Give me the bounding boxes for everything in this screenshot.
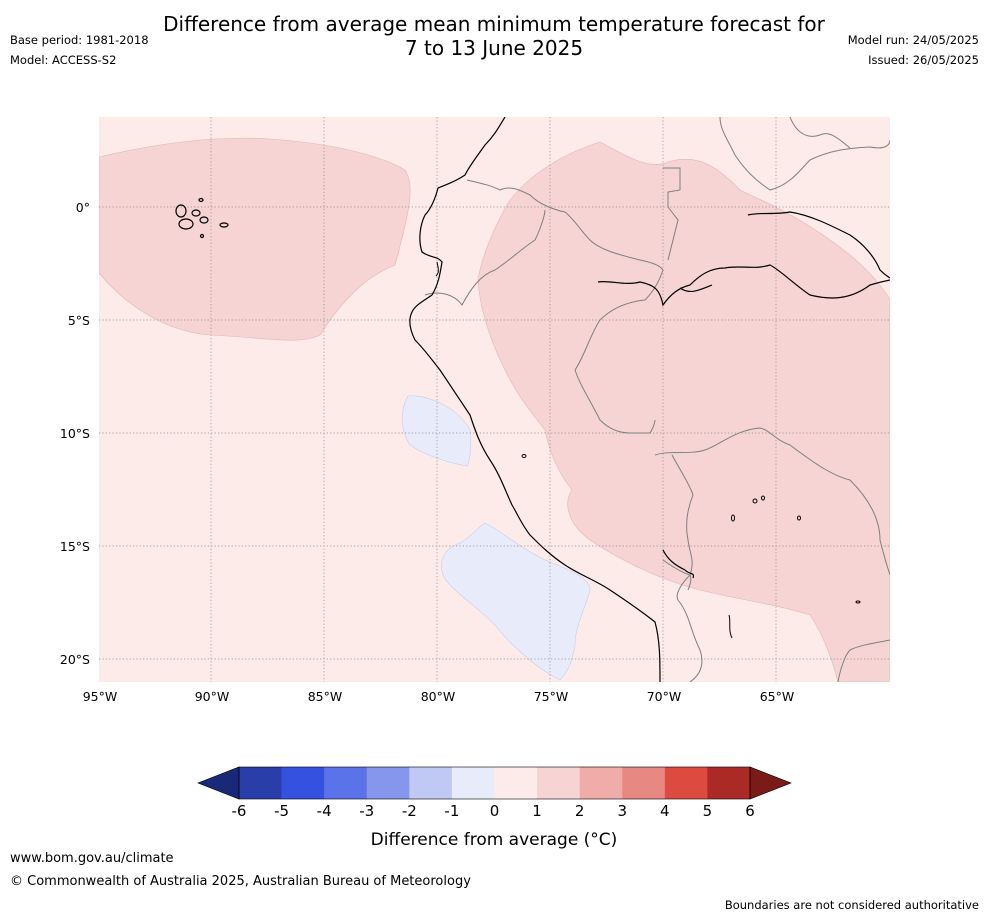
lat-labels: 0° 5°S 10°S 15°S 20°S	[60, 200, 90, 667]
colorbar-label: Difference from average (°C)	[371, 830, 618, 850]
colorbar-segment	[451, 767, 495, 799]
colorbar-tick-label: 1	[532, 802, 542, 820]
lon-label: 70°W	[647, 689, 682, 704]
small-lakes	[435, 261, 861, 639]
galapagos-islands	[175, 197, 229, 239]
colorbar-tick-label: -4	[317, 802, 332, 820]
colorbar-tick-label: -3	[359, 802, 374, 820]
lon-label: 75°W	[534, 689, 569, 704]
meta-left: Base period: 1981-2018 Model: ACCESS-S2	[10, 30, 149, 70]
colorbar-tick-label: 5	[703, 802, 713, 820]
lon-labels: 95°W 90°W 85°W 80°W 75°W 70°W 65°W	[83, 689, 795, 704]
colorbar-over-arrow	[749, 766, 792, 800]
colorbar-tick-label: 0	[490, 802, 500, 820]
colorbar-segment	[409, 767, 453, 799]
colorbar-segment	[664, 767, 708, 799]
title-line-1: Difference from average mean minimum tem…	[163, 12, 825, 36]
colorbar-tick-label: -6	[232, 802, 247, 820]
model-run: Model run: 24/05/2025	[847, 33, 979, 47]
lon-label: 85°W	[308, 689, 343, 704]
colorbar-segment	[281, 767, 325, 799]
colorbar-segment	[707, 767, 751, 799]
lat-label: 5°S	[68, 313, 90, 328]
colorbar-tick-label: -5	[274, 802, 289, 820]
colorbar-segment	[622, 767, 666, 799]
chart-title: Difference from average mean minimum tem…	[0, 12, 988, 60]
graticule	[99, 117, 890, 682]
anomaly-region-pacific	[99, 137, 411, 341]
colorbar-tick-label: 6	[745, 802, 755, 820]
coastlines	[409, 117, 890, 682]
boundaries-disclaimer: Boundaries are not considered authoritat…	[724, 898, 979, 912]
colorbar-segment	[324, 767, 368, 799]
colorbar-segment	[537, 767, 580, 799]
colorbar-tick-label: -2	[402, 802, 417, 820]
colorbar-tick-label: -1	[444, 802, 459, 820]
lon-label: 90°W	[195, 689, 230, 704]
model-name: Model: ACCESS-S2	[10, 53, 117, 67]
colorbar-tick-labels: -6 -5 -4 -3 -2 -1 0 1 2 3 4 5 6	[232, 802, 755, 820]
lat-label: 15°S	[60, 539, 90, 554]
lon-label: 95°W	[83, 689, 118, 704]
anomaly-region-cool-north	[401, 395, 472, 467]
lon-label: 65°W	[760, 689, 795, 704]
anomaly-region-cool-south	[441, 522, 591, 681]
colorbar-tick-label: 4	[660, 802, 670, 820]
issued-date: Issued: 26/05/2025	[868, 53, 979, 67]
colorbar-tick-label: 3	[617, 802, 627, 820]
colorbar	[197, 766, 792, 800]
colorbar-segment	[579, 767, 623, 799]
title-line-2: 7 to 13 June 2025	[404, 36, 584, 60]
colorbar-under-arrow	[197, 766, 240, 800]
colorbar-segment	[239, 767, 282, 799]
colorbar-segment	[366, 767, 410, 799]
base-period: Base period: 1981-2018	[10, 33, 149, 47]
colorbar-border	[238, 766, 751, 800]
country-borders	[424, 117, 890, 682]
lat-label: 10°S	[60, 426, 90, 441]
website-link[interactable]: www.bom.gov.au/climate	[10, 851, 174, 866]
lat-label: 0°	[76, 200, 90, 215]
colorbar-segment	[494, 767, 538, 799]
meta-right: Model run: 24/05/2025 Issued: 26/05/2025	[848, 30, 979, 70]
colorbar-tick-label: 2	[575, 802, 585, 820]
copyright-notice: © Commonwealth of Australia 2025, Austra…	[10, 874, 471, 889]
lat-label: 20°S	[60, 652, 90, 667]
lon-label: 80°W	[421, 689, 456, 704]
